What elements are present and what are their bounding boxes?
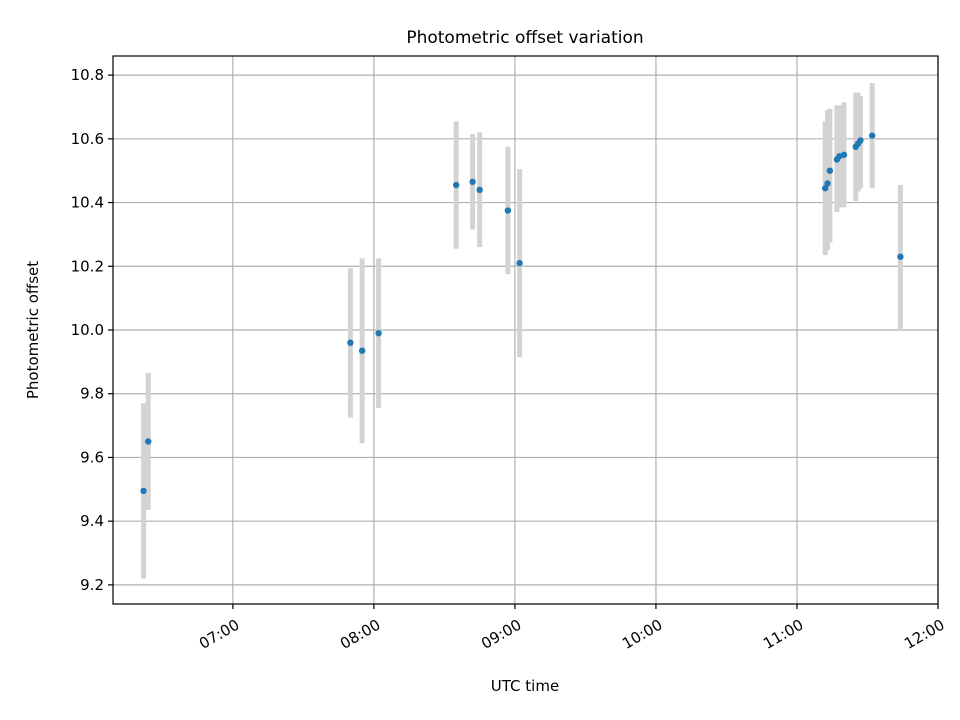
data-point	[504, 207, 512, 214]
y-axis-label: Photometric offset	[24, 261, 42, 399]
data-point	[476, 186, 483, 194]
y-tick-label: 9.6	[80, 448, 104, 466]
data-point	[145, 438, 152, 445]
data-point	[452, 181, 460, 189]
data-point	[826, 167, 834, 174]
y-tick-label: 9.2	[80, 576, 104, 594]
data-point	[469, 178, 476, 186]
data-point	[375, 329, 382, 337]
data-point	[840, 151, 848, 158]
y-tick-label: 10.2	[71, 257, 104, 275]
x-axis-label: UTC time	[491, 677, 559, 695]
data-points	[140, 132, 904, 495]
data-point	[347, 339, 354, 346]
data-point	[897, 253, 904, 260]
y-tick-label: 9.8	[80, 385, 104, 403]
data-point	[358, 347, 366, 354]
y-tick-label: 9.4	[80, 512, 104, 530]
y-tick-label: 10.4	[71, 194, 104, 212]
y-tick-label: 10.6	[71, 130, 104, 148]
data-point	[821, 185, 829, 192]
data-point	[868, 132, 876, 139]
y-axis-ticks: 9.2 9.4 9.6 9.8 10.0 10.2 10.4 10.6 10.8	[71, 66, 113, 594]
chart-title: Photometric offset variation	[406, 28, 643, 48]
data-point	[857, 137, 864, 144]
y-tick-label: 10.0	[71, 321, 104, 339]
data-point	[824, 180, 831, 187]
y-tick-label: 10.8	[71, 66, 104, 84]
data-point	[516, 259, 523, 267]
data-point	[140, 487, 147, 495]
